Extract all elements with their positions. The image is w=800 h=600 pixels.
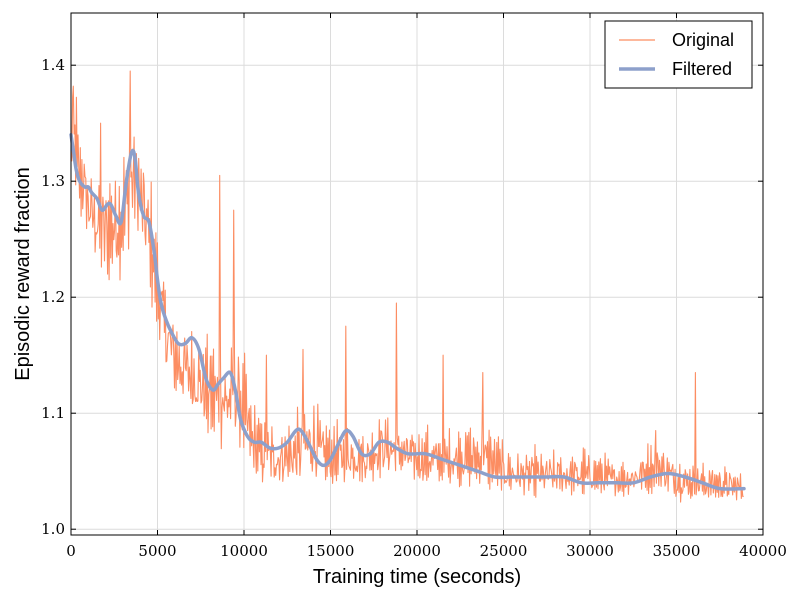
x-axis-label: Training time (seconds) [313,566,521,588]
x-tick-label: 25000 [480,542,528,560]
y-tick-label: 1.1 [41,404,65,422]
x-tick-label: 40000 [739,542,787,560]
series-line-original [70,70,744,503]
legend: Original Filtered [604,20,753,89]
x-axis: 0 5000 10000 15000 20000 25000 30000 35000 40000 [66,13,787,560]
y-tick-label: 1.0 [41,520,65,538]
series-filtered [69,133,746,491]
y-tick-label: 1.4 [41,56,65,74]
x-tick-label: 10000 [220,542,268,560]
legend-box [604,20,753,89]
x-tick-label: 20000 [393,542,441,560]
series-original [70,70,744,503]
y-axis-label: Episodic reward fraction [12,167,34,380]
y-tick-label: 1.3 [41,172,65,190]
legend-label: Filtered [672,59,732,79]
x-tick-label: 15000 [307,542,355,560]
x-tick-label: 0 [66,542,76,560]
series-line-filtered [69,133,746,491]
x-tick-label: 35000 [653,542,701,560]
legend-label: Original [672,30,734,50]
x-tick-label: 30000 [566,542,614,560]
y-axis: 1.0 1.1 1.2 1.3 1.4 [41,56,763,538]
y-tick-label: 1.2 [41,288,65,306]
x-tick-label: 5000 [138,542,176,560]
